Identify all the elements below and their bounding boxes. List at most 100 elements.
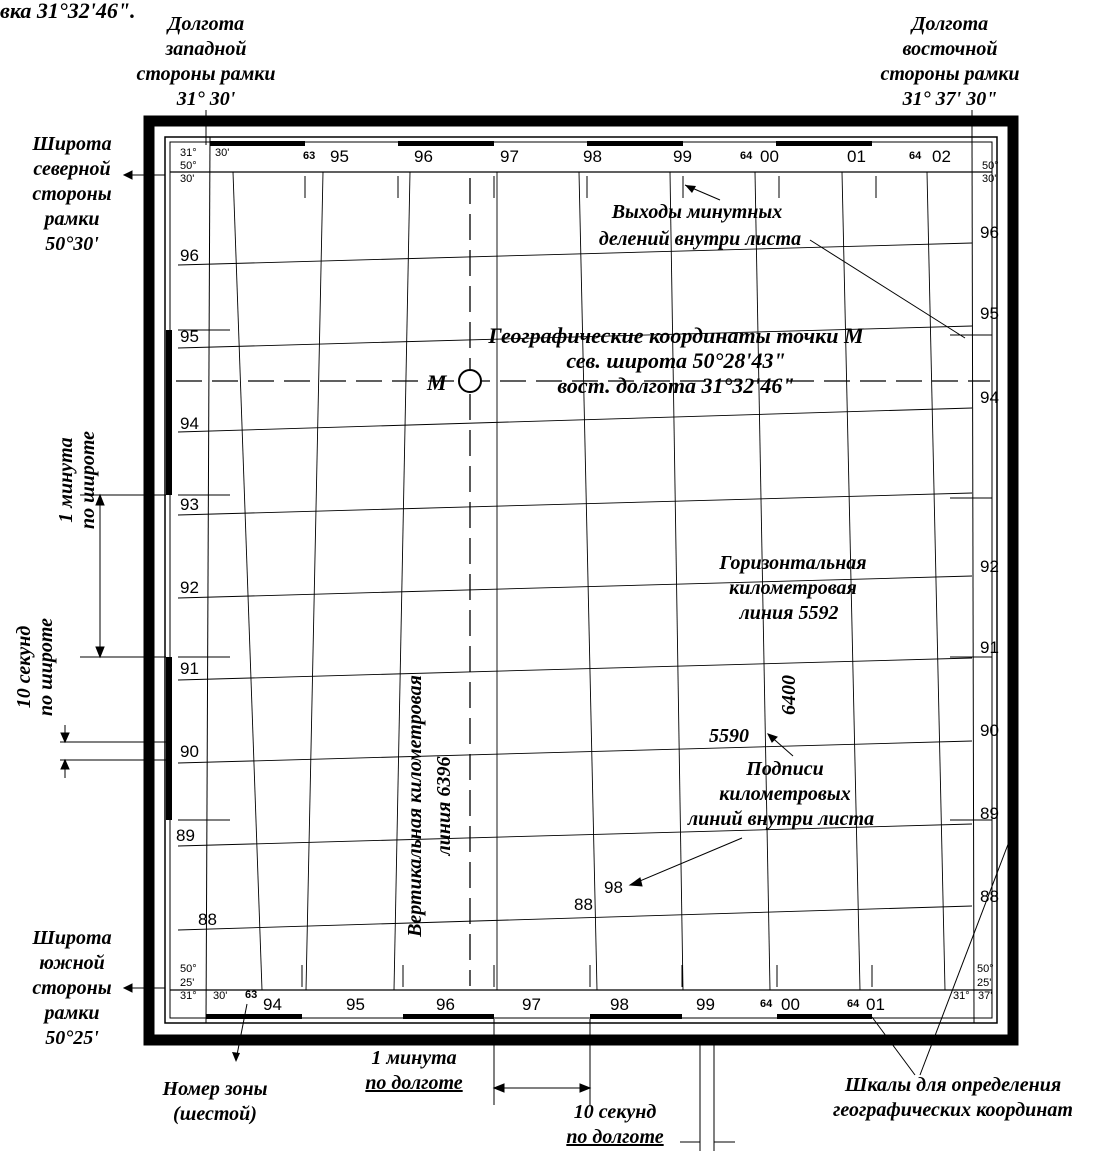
label-6400: 6400 — [778, 675, 800, 715]
left-y-labels: 96 95 94 93 92 91 90 89 88 — [176, 246, 217, 929]
zone-number-mark: 64 — [847, 998, 860, 1010]
svg-text:северной: северной — [33, 158, 110, 180]
scales-callout: Шкалы для определения географических коо… — [833, 825, 1073, 1121]
grid-label: 91 — [180, 659, 199, 678]
svg-text:37': 37' — [978, 990, 992, 1002]
svg-text:50°30': 50°30' — [45, 233, 99, 255]
grid-label: 96 — [180, 246, 199, 265]
corner-bottom-left: 50° 25' 31° 30' — [180, 963, 227, 1002]
svg-text:Шкалы для определения: Шкалы для определения — [844, 1074, 1061, 1096]
km-grid-vertical — [232, 171, 946, 991]
grid-label: 90 — [980, 721, 999, 740]
ten-seconds-latitude-label: 10 секунд по широте — [13, 618, 57, 716]
svg-text:30': 30' — [215, 147, 229, 159]
point-m-dashed-lines — [176, 178, 990, 986]
svg-text:30': 30' — [213, 990, 227, 1002]
svg-text:вост. долгота 31°32'46": вост. долгота 31°32'46" — [557, 373, 794, 398]
minute-exits-callout: Выходы минутных делений внутри листа — [599, 184, 966, 339]
zone-number-mark: 63 — [303, 150, 315, 162]
right-y-labels: 96 95 94 92 91 90 89 88 — [980, 223, 999, 906]
minute-scale-bars — [166, 141, 1014, 1019]
svg-text:31° 30': 31° 30' — [176, 88, 236, 110]
svg-text:Вертикальная километровая: Вертикальная километровая — [404, 675, 426, 938]
minute-exit-ticks — [178, 176, 992, 987]
svg-text:Горизонтальная: Горизонтальная — [718, 552, 866, 574]
svg-text:Широта: Широта — [31, 133, 111, 155]
grid-label: 92 — [180, 578, 199, 597]
north-latitude-label: Широта северной стороны рамки 50°30' — [31, 133, 111, 255]
point-m-marker — [458, 369, 482, 393]
zone-number-callout: Номер зоны (шестой) — [162, 1003, 268, 1125]
west-longitude-label: Долгота западной стороны рамки 31° 30' — [136, 13, 275, 110]
grid-label: 01 — [866, 995, 885, 1014]
grid-label: 95 — [346, 995, 365, 1014]
grid-label: 90 — [180, 742, 199, 761]
point-m-annotation: М Географические координаты точки М сев.… — [426, 323, 865, 398]
lat-scale-brackets — [60, 493, 166, 778]
one-minute-longitude-label: 1 минута по долготе — [365, 1047, 462, 1094]
grid-label: 99 — [696, 995, 715, 1014]
grid-label: 91 — [980, 638, 999, 657]
svg-text:рамки: рамки — [43, 1002, 100, 1024]
svg-text:Выходы минутных: Выходы минутных — [611, 201, 783, 223]
svg-text:стороны: стороны — [32, 977, 111, 999]
grid-label: 94 — [180, 414, 199, 433]
grid-label: 98 — [583, 147, 602, 166]
inner-km-label: 88 — [574, 895, 593, 914]
svg-text:делений внутри листа: делений внутри листа — [599, 228, 801, 250]
vertical-km-line-label: Вертикальная километровая линия 6396 — [404, 675, 455, 938]
svg-text:рамки: рамки — [43, 208, 100, 230]
grid-label: 02 — [932, 147, 951, 166]
ten-seconds-longitude-label: 10 секунд по долготе — [566, 1101, 663, 1148]
label-5590: 5590 — [709, 725, 749, 747]
svg-text:Долгота: Долгота — [166, 13, 244, 35]
point-m-letter: М — [426, 370, 448, 395]
svg-text:31° 37' 30": 31° 37' 30" — [902, 88, 998, 110]
grid-label: 94 — [980, 388, 999, 407]
svg-text:километровая: километровая — [729, 577, 857, 599]
svg-text:стороны: стороны — [32, 183, 111, 205]
grid-label: 00 — [781, 995, 800, 1014]
svg-text:50°25': 50°25' — [45, 1027, 99, 1049]
lon-scale-brackets — [492, 1019, 735, 1151]
corner-top-left: 31° 30' 50° 30' — [180, 147, 229, 185]
svg-text:10 секунд: 10 секунд — [13, 626, 35, 709]
south-latitude-label: Широта южной стороны рамки 50°25' — [31, 927, 111, 1049]
grid-label: 94 — [263, 995, 282, 1014]
svg-text:31°: 31° — [953, 990, 970, 1002]
zone-number-mark: 63 — [245, 989, 257, 1001]
svg-text:стороны рамки: стороны рамки — [880, 63, 1019, 85]
corner-top-right: 50° 30' — [982, 160, 999, 185]
horizontal-km-line-label: Горизонтальная километровая линия 5592 — [718, 552, 866, 624]
svg-text:стороны рамки: стороны рамки — [136, 63, 275, 85]
grid-label: 88 — [980, 887, 999, 906]
grid-label: 95 — [980, 304, 999, 323]
km-signature-pointers — [628, 733, 794, 887]
grid-label: 97 — [500, 147, 519, 166]
svg-text:по широте: по широте — [77, 431, 99, 529]
one-minute-latitude-label: 1 минута по широте — [55, 431, 99, 529]
svg-text:Широта: Широта — [31, 927, 111, 949]
zone-number-mark: 64 — [760, 998, 773, 1010]
svg-text:25': 25' — [977, 977, 991, 989]
svg-text:километровых: километровых — [719, 783, 850, 805]
svg-text:Номер зоны: Номер зоны — [162, 1078, 268, 1100]
grid-label: 95 — [330, 147, 349, 166]
svg-text:50°: 50° — [180, 160, 197, 172]
svg-text:сев. широта 50°28'43": сев. широта 50°28'43" — [566, 348, 785, 373]
svg-text:50°: 50° — [977, 963, 994, 975]
km-signatures-label: Подписи километровых линий внутри листа — [687, 758, 874, 830]
grid-label: 93 — [180, 495, 199, 514]
grid-label: 96 — [414, 147, 433, 166]
grid-label: 89 — [980, 804, 999, 823]
grid-label: 97 — [522, 995, 541, 1014]
svg-text:линия 6396: линия 6396 — [433, 757, 455, 857]
grid-label: 96 — [980, 223, 999, 242]
svg-text:по широте: по широте — [35, 618, 57, 716]
svg-text:по долготе: по долготе — [365, 1072, 462, 1094]
header-text: вка 31°32'46". — [0, 0, 136, 23]
zone-number-mark: 64 — [740, 150, 753, 162]
svg-text:1 минута: 1 минута — [371, 1047, 456, 1069]
svg-text:50°: 50° — [982, 160, 999, 172]
